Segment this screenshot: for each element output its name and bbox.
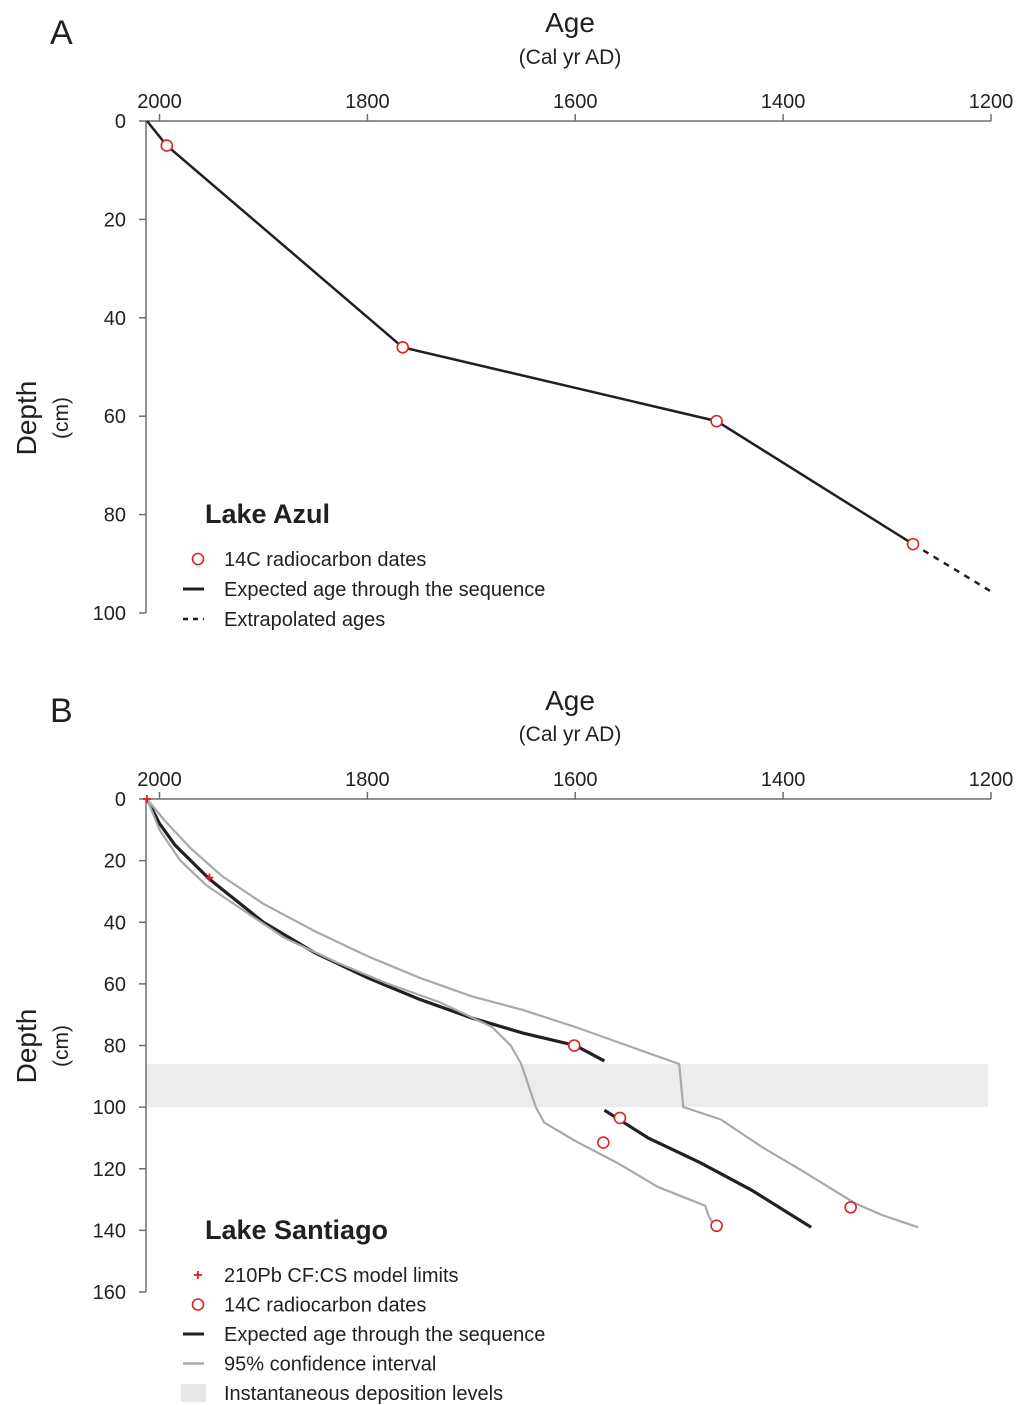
radiocarbon-date-marker <box>597 1136 610 1149</box>
y-tick-label: 140 <box>93 1220 126 1242</box>
panel-b-x-axis-title: Age <box>545 685 595 716</box>
extrapolated-line <box>912 543 995 595</box>
y-tick-label: 100 <box>93 1097 126 1119</box>
radiocarbon-date-marker <box>613 1111 627 1125</box>
expected-age-line <box>146 120 914 546</box>
panel-a-x-axis-title: Age <box>545 7 595 38</box>
panel-a-y-axis-title: Depth <box>11 381 42 456</box>
panel-b-bands <box>146 1063 988 1108</box>
legend-circle-symbol <box>191 1298 205 1311</box>
panel-b-y-axis-title: Depth <box>11 1009 42 1084</box>
radiocarbon-date-marker <box>906 537 920 551</box>
panel-a-y-axis-subtitle: (cm) <box>50 397 73 439</box>
legend-plus-symbol <box>194 1271 202 1279</box>
legend-circle-symbol <box>191 552 205 566</box>
legend-label: Expected age through the sequence <box>224 579 545 601</box>
x-tick-label: 1200 <box>969 91 1014 113</box>
panel-a-letter: A <box>50 14 73 52</box>
radiocarbon-date-marker <box>710 1219 723 1233</box>
x-tick-label: 1600 <box>553 91 598 113</box>
legend-label: Extrapolated ages <box>224 609 385 631</box>
y-tick-label: 0 <box>115 789 126 811</box>
expected-age-line <box>145 798 606 1063</box>
radiocarbon-date-marker <box>160 139 174 152</box>
x-tick-label: 1600 <box>553 769 598 791</box>
y-tick-label: 0 <box>115 111 126 133</box>
legend-label: 210Pb CF:CS model limits <box>224 1265 459 1287</box>
panel-b-lines <box>145 798 919 1229</box>
y-tick-label: 160 <box>93 1282 126 1304</box>
x-tick-label: 1400 <box>761 769 806 791</box>
y-tick-label: 120 <box>93 1159 126 1181</box>
radiocarbon-date-marker <box>396 341 410 354</box>
x-tick-label: 1800 <box>345 769 390 791</box>
x-tick-label: 1200 <box>969 769 1014 791</box>
y-tick-label: 100 <box>93 603 126 625</box>
panel-a: A Age (Cal yr AD) Depth (cm) 2000 1800 160… <box>11 7 1013 631</box>
legend-label: Instantaneous deposition levels <box>224 1383 503 1405</box>
expected-age-line <box>603 1108 813 1229</box>
panel-b-axes: 2000 1800 1600 1400 1200 0 20 40 60 80 100 120 140 16… <box>93 769 1014 1304</box>
panel-b: B Age (Cal yr AD) Depth (cm) 2000 1800 160… <box>11 685 1013 1405</box>
legend-label: Expected age through the sequence <box>224 1324 545 1346</box>
panel-b-x-axis-subtitle: (Cal yr AD) <box>519 723 622 746</box>
panel-b-letter: B <box>50 692 73 730</box>
panel-a-axes: 2000 1800 1600 1400 1200 0 20 40 60 80 100 <box>93 91 1014 625</box>
x-tick-label: 1400 <box>761 91 806 113</box>
confidence-interval-line <box>146 798 919 1229</box>
radiocarbon-date-marker <box>844 1200 857 1214</box>
panel-b-legend: 210Pb CF:CS model limits 14C radiocarbon … <box>181 1265 545 1405</box>
radiocarbon-date-marker <box>567 1039 581 1052</box>
panel-b-y-axis-subtitle: (cm) <box>50 1025 73 1067</box>
panel-a-x-axis-subtitle: (Cal yr AD) <box>519 46 622 69</box>
y-tick-label: 40 <box>104 308 126 330</box>
x-tick-label: 1800 <box>345 91 390 113</box>
legend-label: 14C radiocarbon dates <box>224 549 426 571</box>
panel-a-legend: 14C radiocarbon dates Expected age throug… <box>183 549 545 631</box>
panel-a-markers <box>160 139 920 551</box>
x-tick-label: 2000 <box>137 769 182 791</box>
y-tick-label: 80 <box>104 1036 126 1058</box>
deposition-band <box>146 1063 988 1108</box>
pb210-limit-marker <box>143 795 152 803</box>
y-tick-label: 20 <box>104 209 126 231</box>
panel-a-lake-title: Lake Azul <box>205 499 330 529</box>
y-tick-label: 20 <box>104 851 126 873</box>
legend-band-symbol <box>181 1384 206 1402</box>
y-tick-label: 60 <box>104 974 126 996</box>
y-tick-label: 40 <box>104 912 126 934</box>
confidence-interval-line <box>145 798 716 1228</box>
x-tick-label: 2000 <box>137 91 182 113</box>
legend-label: 14C radiocarbon dates <box>224 1295 426 1317</box>
panel-b-markers <box>143 795 857 1233</box>
radiocarbon-date-marker <box>710 414 723 428</box>
panel-b-lake-title: Lake Santiago <box>205 1215 388 1245</box>
legend-label: 95% confidence interval <box>224 1354 436 1376</box>
pb210-limit-marker <box>205 873 214 882</box>
y-tick-label: 80 <box>104 505 126 527</box>
y-tick-label: 60 <box>104 406 126 428</box>
